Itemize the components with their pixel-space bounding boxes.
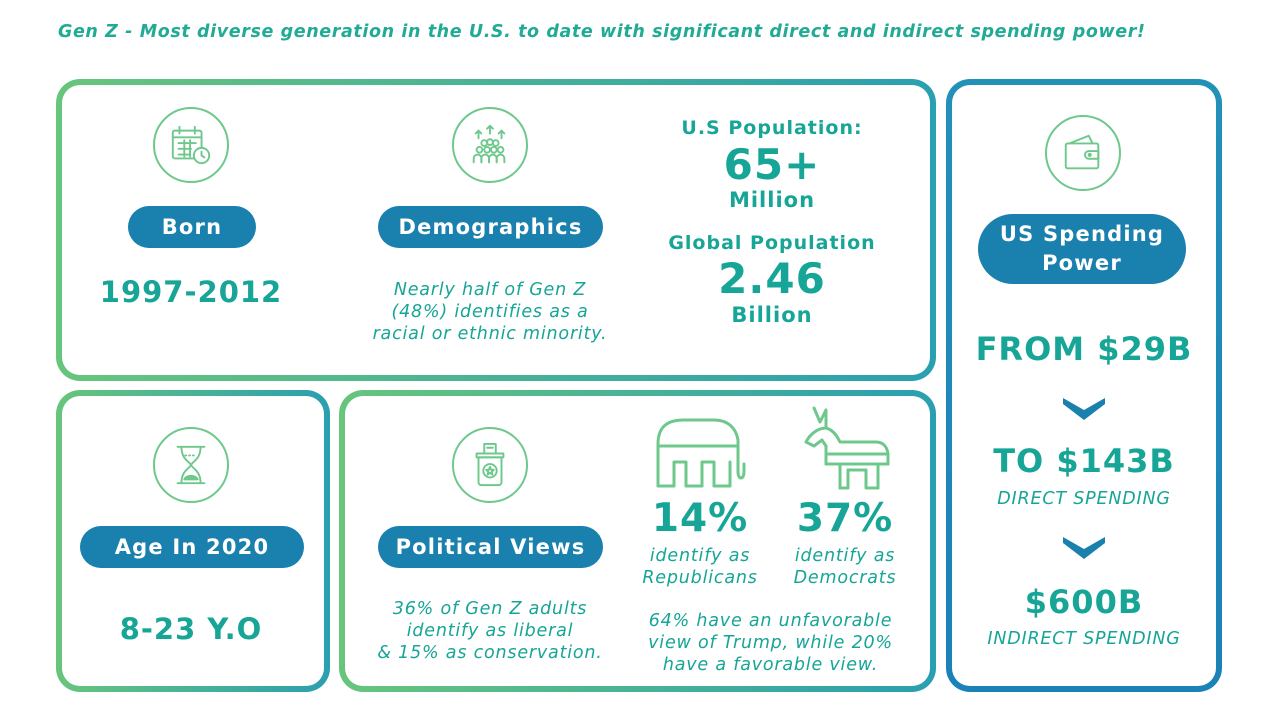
republican-note: identify as Republicans xyxy=(625,545,775,589)
born-years: 1997-2012 xyxy=(99,275,283,309)
demographics-pill: Demographics xyxy=(378,206,603,248)
us-population-unit: Million xyxy=(728,188,816,212)
democrat-note: identify as Democrats xyxy=(770,545,920,589)
chevron-down-icon xyxy=(1063,537,1105,559)
age-value: 8-23 Y.O xyxy=(119,612,263,646)
trump-view-line: view of Trump, while 20% xyxy=(648,633,893,653)
trump-view-line: 64% have an unfavorable xyxy=(648,611,893,631)
political-pill: Political Views xyxy=(378,526,603,568)
democrat-note-line: identify as xyxy=(794,546,896,566)
political-note-line: & 15% as conservation. xyxy=(377,643,603,663)
indirect-spending-value: $600B xyxy=(1024,583,1144,621)
spending-from: FROM $29B xyxy=(975,330,1193,368)
democrat-note-line: Democrats xyxy=(793,568,897,588)
political-note-line: identify as liberal xyxy=(406,621,574,641)
republican-note-line: identify as xyxy=(649,546,751,566)
us-population-label: U.S Population: xyxy=(681,117,863,139)
global-population-label: Global Population xyxy=(668,232,876,254)
global-population-value: 2.46 xyxy=(718,254,826,303)
wallet-icon xyxy=(1045,115,1121,191)
trump-view-line: have a favorable view. xyxy=(662,655,879,675)
democrat-percent: 37% xyxy=(796,496,894,541)
indirect-spending-label: INDIRECT SPENDING xyxy=(987,629,1181,649)
spending-to: TO $143B xyxy=(993,442,1175,480)
global-population-unit: Billion xyxy=(731,303,813,327)
republican-note-line: Republicans xyxy=(642,568,758,588)
political-note-line: 36% of Gen Z adults xyxy=(392,599,588,619)
page-title: Gen Z - Most diverse generation in the U… xyxy=(58,22,1146,42)
demographics-note: Nearly half of Gen Z (48%) identifies as… xyxy=(350,279,630,345)
ballot-box-icon xyxy=(452,427,528,503)
demographics-note-line: Nearly half of Gen Z xyxy=(393,280,587,300)
spending-pill-line: US Spending xyxy=(999,222,1165,246)
spending-pill-line: Power xyxy=(1042,251,1122,275)
age-pill: Age In 2020 xyxy=(80,526,304,568)
demographics-note-line: (48%) identifies as a xyxy=(391,302,589,322)
chevron-down-icon xyxy=(1063,398,1105,420)
demographics-note-line: racial or ethnic minority. xyxy=(372,324,608,344)
us-population-value: 65+ xyxy=(723,140,821,189)
crowd-icon xyxy=(452,107,528,183)
hourglass-icon xyxy=(153,427,229,503)
trump-view-note: 64% have an unfavorable view of Trump, w… xyxy=(628,610,913,676)
direct-spending-label: DIRECT SPENDING xyxy=(997,489,1171,509)
born-pill: Born xyxy=(128,206,256,248)
elephant-icon xyxy=(656,418,746,488)
republican-percent: 14% xyxy=(651,496,749,541)
donkey-icon xyxy=(804,406,890,490)
political-note: 36% of Gen Z adults identify as liberal … xyxy=(360,598,620,664)
spending-pill: US Spending Power xyxy=(978,214,1186,284)
calendar-clock-icon xyxy=(153,107,229,183)
